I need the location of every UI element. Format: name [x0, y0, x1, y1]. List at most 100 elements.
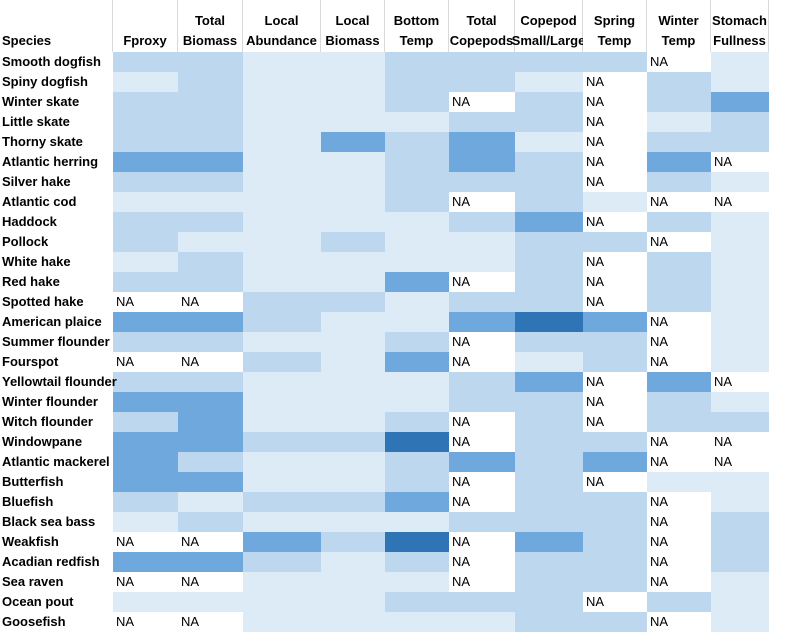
heatmap-cell: NA — [449, 472, 515, 492]
heatmap-cell — [178, 52, 243, 72]
heatmap-cell — [385, 532, 449, 552]
column-header: Winter Temp — [647, 0, 711, 52]
heatmap-cell: NA — [647, 232, 711, 252]
heatmap-cell: NA — [583, 72, 647, 92]
heatmap-cell: NA — [113, 292, 178, 312]
heatmap-cell — [321, 532, 385, 552]
heatmap-cell: NA — [583, 172, 647, 192]
heatmap-cell — [515, 192, 583, 212]
heatmap-cell — [515, 152, 583, 172]
column-header: Total Biomass — [178, 0, 243, 52]
heatmap-cell — [711, 492, 769, 512]
column-header: Stomach Fullness — [711, 0, 769, 52]
heatmap-cell — [711, 612, 769, 632]
heatmap-cell — [321, 472, 385, 492]
heatmap-cell — [711, 232, 769, 252]
heatmap-cell — [449, 292, 515, 312]
heatmap-cell — [243, 552, 321, 572]
heatmap-cell — [647, 132, 711, 152]
row-label: Windowpane — [2, 434, 83, 449]
heatmap-cell — [321, 272, 385, 292]
heatmap-cell — [711, 312, 769, 332]
column-header-line: Stomach — [712, 13, 767, 28]
row-label: Spiny dogfish — [2, 74, 88, 89]
heatmap-cell — [515, 392, 583, 412]
heatmap-cell — [178, 552, 243, 572]
heatmap-cell: NA — [583, 272, 647, 292]
heatmap-cell — [583, 332, 647, 352]
heatmap-cell — [178, 172, 243, 192]
heatmap-cell — [647, 272, 711, 292]
heatmap-cell — [711, 532, 769, 552]
heatmap-cell — [449, 132, 515, 152]
heatmap-cell — [583, 572, 647, 592]
heatmap-cell: NA — [711, 372, 769, 392]
heatmap-cell — [113, 392, 178, 412]
heatmap-cell — [449, 512, 515, 532]
row-label: Pollock — [2, 234, 49, 249]
heatmap-cell — [449, 252, 515, 272]
heatmap-cell — [321, 292, 385, 312]
heatmap-cell — [243, 432, 321, 452]
heatmap-cell — [711, 512, 769, 532]
heatmap-cell — [385, 612, 449, 632]
heatmap-cell: NA — [113, 352, 178, 372]
heatmap-cell — [385, 332, 449, 352]
heatmap-cell — [385, 472, 449, 492]
heatmap-cell: NA — [583, 212, 647, 232]
heatmap-cell — [113, 192, 178, 212]
heatmap-cell — [385, 372, 449, 392]
heatmap-cell — [178, 72, 243, 92]
heatmap-cell — [113, 432, 178, 452]
heatmap-cell — [583, 552, 647, 572]
heatmap-cell: NA — [178, 532, 243, 552]
heatmap-cell: NA — [647, 312, 711, 332]
heatmap-cell: NA — [711, 452, 769, 472]
heatmap-cell — [243, 92, 321, 112]
heatmap-cell — [113, 72, 178, 92]
heatmap-cell — [243, 152, 321, 172]
heatmap-cell: NA — [583, 252, 647, 272]
heatmap-cell — [321, 312, 385, 332]
heatmap-cell — [243, 192, 321, 212]
heatmap-cell — [243, 332, 321, 352]
heatmap-cell — [711, 72, 769, 92]
row-label: Red hake — [2, 274, 60, 289]
heatmap-cell — [321, 212, 385, 232]
heatmap-cell — [583, 452, 647, 472]
heatmap-cell — [647, 72, 711, 92]
heatmap-cell — [385, 192, 449, 212]
row-label: Acadian redfish — [2, 554, 100, 569]
row-label: Butterfish — [2, 474, 64, 489]
column-header-line: Winter — [658, 13, 699, 28]
heatmap-cell: NA — [113, 572, 178, 592]
heatmap-cell — [113, 272, 178, 292]
heatmap-cell — [583, 192, 647, 212]
heatmap-cell: NA — [178, 352, 243, 372]
heatmap-cell — [515, 292, 583, 312]
row-label: Witch flounder — [2, 414, 93, 429]
heatmap-cell — [711, 272, 769, 292]
column-header-line: Bottom — [393, 13, 440, 28]
heatmap-cell — [515, 432, 583, 452]
heatmap-cell — [113, 252, 178, 272]
heatmap-cell — [178, 212, 243, 232]
heatmap-cell — [178, 452, 243, 472]
heatmap-cell — [515, 272, 583, 292]
row-label: Sea raven — [2, 574, 64, 589]
heatmap-cell — [515, 612, 583, 632]
row-label: Smooth dogfish — [2, 54, 101, 69]
heatmap-cell — [178, 592, 243, 612]
row-label: Spotted hake — [2, 294, 84, 309]
heatmap-cell — [321, 372, 385, 392]
heatmap-cell — [243, 112, 321, 132]
heatmap-cell — [647, 392, 711, 412]
heatmap-cell — [321, 592, 385, 612]
heatmap-cell — [385, 92, 449, 112]
heatmap-cell — [113, 332, 178, 352]
column-header-line: Fproxy — [123, 33, 167, 48]
column-header: Copepod Small/Large — [512, 0, 585, 52]
heatmap-cell — [449, 612, 515, 632]
heatmap-cell — [583, 352, 647, 372]
heatmap-cell — [449, 212, 515, 232]
